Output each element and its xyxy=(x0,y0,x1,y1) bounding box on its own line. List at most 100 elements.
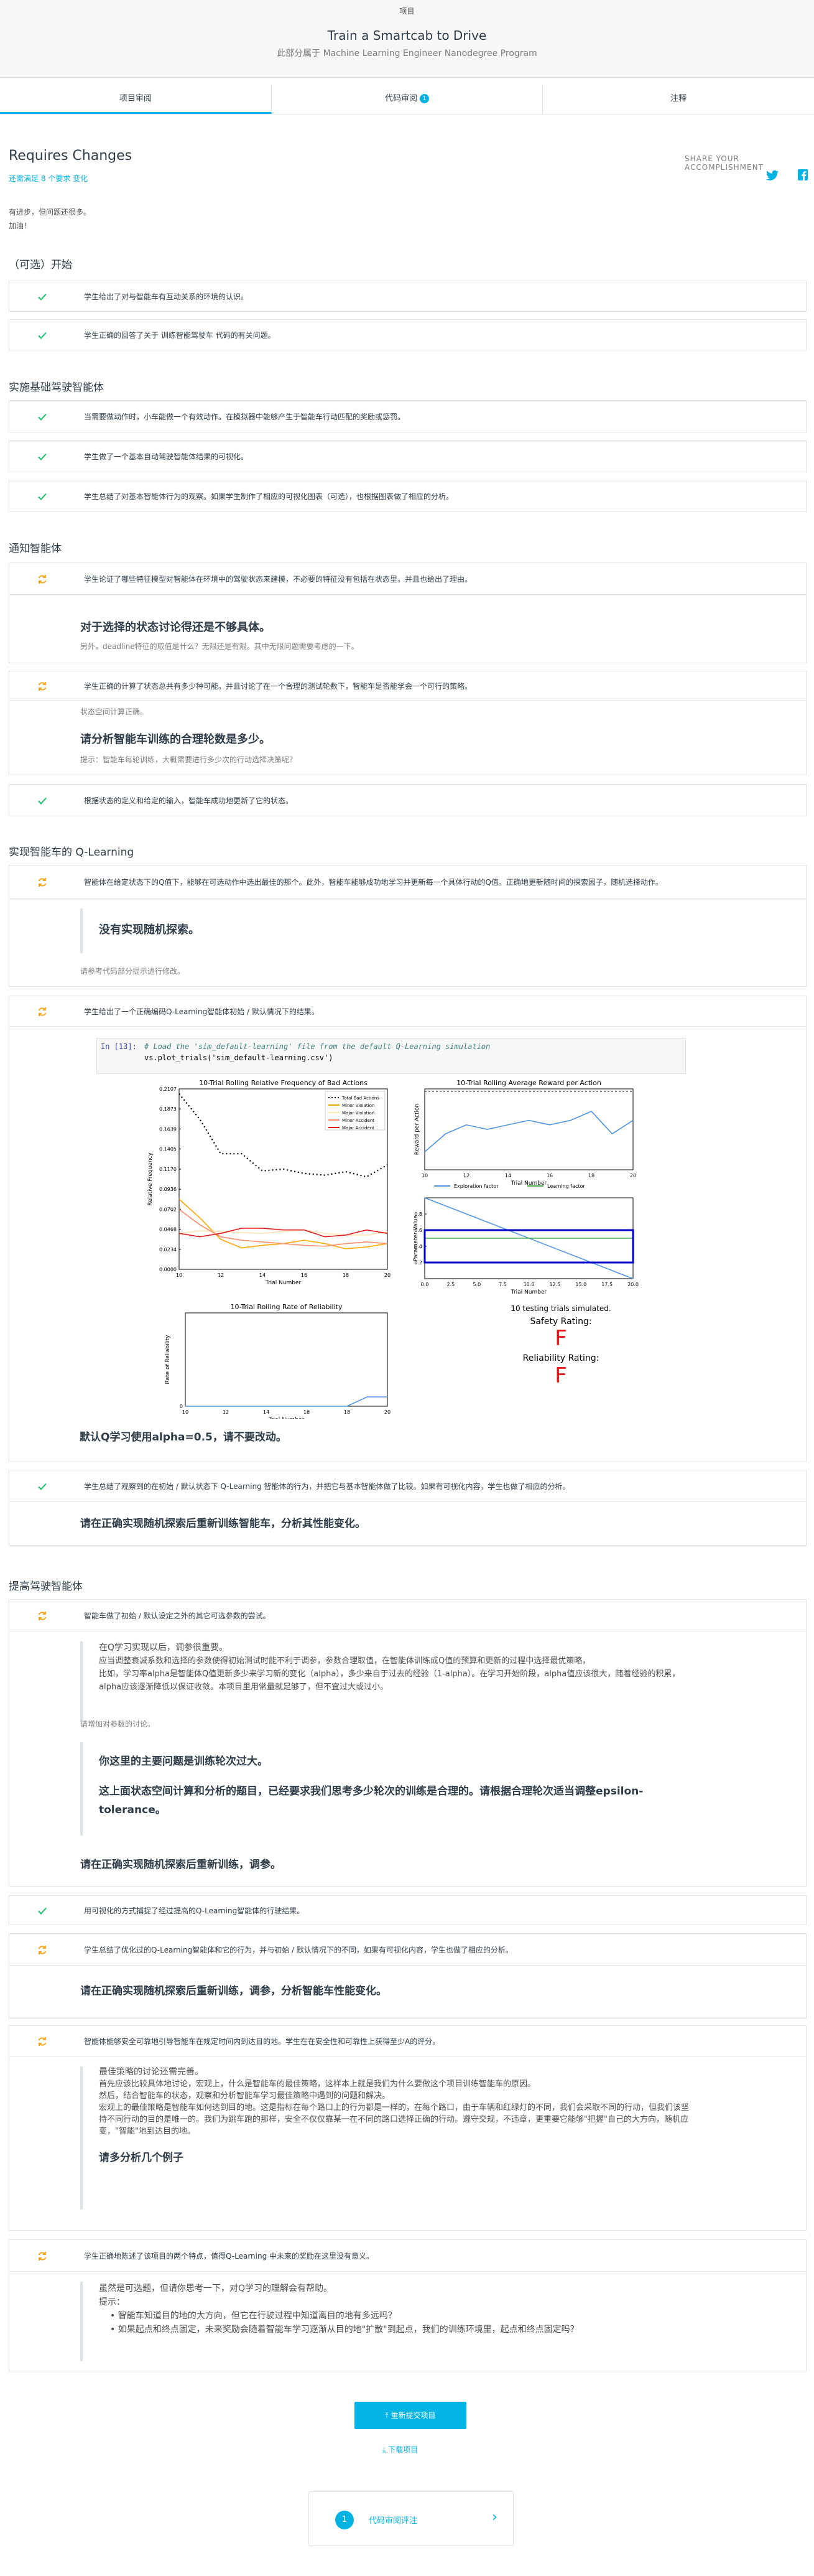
trials-simulated-text: 10 testing trials simulated. xyxy=(511,1304,611,1313)
x-tick-label: 7.5 xyxy=(499,1282,507,1287)
reviewer-comment: 状态空间计算正确。 请分析智能车训练的合理轮数是多少。 提示：智能车每轮训练，大… xyxy=(9,701,807,775)
y-tick-label: 0.1873 xyxy=(159,1106,177,1112)
tab-notes[interactable]: 注释 xyxy=(670,94,687,103)
page-title: Train a Smartcab to Drive xyxy=(327,28,487,43)
rubric-row[interactable]: 当需要做动作时，小车能做一个有效动作。在模拟器中能够产生于智能车行动匹配的奖励或… xyxy=(9,400,807,432)
x-tick-label: 18 xyxy=(344,1409,350,1415)
y-tick-label: 0.0702 xyxy=(159,1206,177,1212)
y-axis-label: Rate of Reliability xyxy=(165,1335,171,1384)
reviewer-comment xyxy=(9,1027,807,1462)
rubric-row[interactable]: 学生正确的计算了状态总共有多少种可能。并且讨论了在一个合理的测试轮数下，智能车是… xyxy=(9,671,807,701)
rubric-row[interactable]: 智能车做了初始 / 默认设定之外的其它可选参数的尝试。 xyxy=(9,1599,807,1631)
tab-code-review[interactable]: 代码审阅 1 xyxy=(272,85,543,114)
resubmit-project-button[interactable]: ⤒ 重新提交项目 xyxy=(354,2402,466,2429)
x-axis-label: Trial Number xyxy=(511,1180,547,1187)
chart-title: 10-Trial Rolling Relative Frequency of B… xyxy=(199,1079,368,1087)
y-tick-label: 0.0234 xyxy=(159,1247,177,1253)
twitter-icon[interactable] xyxy=(766,170,779,181)
refresh-icon xyxy=(38,682,47,691)
x-tick-label: 16 xyxy=(301,1272,307,1278)
x-tick-label: 20 xyxy=(384,1272,391,1278)
section-title: 提高驾驶智能体 xyxy=(9,1580,83,1593)
legend-label: Minor Accident xyxy=(342,1118,374,1123)
safety-rating-label: Safety Rating: xyxy=(530,1317,591,1327)
y-axis-label: Reward per Action xyxy=(414,1104,420,1155)
upload-icon: ⤒ xyxy=(385,2411,391,2420)
refresh-icon xyxy=(38,1007,47,1016)
check-icon xyxy=(38,493,47,500)
review-status: Requires Changes xyxy=(9,148,132,164)
legend-label: Major Accident xyxy=(342,1126,374,1131)
breadcrumb[interactable]: 项目 xyxy=(399,7,415,16)
y-tick-label: 0.1405 xyxy=(159,1147,177,1152)
x-tick-label: 18 xyxy=(343,1272,349,1278)
y-tick-label: 0.1639 xyxy=(159,1126,177,1132)
x-tick-label: 10 xyxy=(422,1173,428,1178)
x-tick-label: 10 xyxy=(176,1272,182,1278)
x-tick-label: 20 xyxy=(384,1409,391,1415)
highlight-box xyxy=(423,1229,634,1264)
facebook-icon[interactable] xyxy=(798,169,808,180)
tab-project-review[interactable]: 项目审阅 xyxy=(0,85,272,114)
hint-item: • 如果起点和终点固定，未来奖励会随着智能车学习逐渐从目的地"扩散"到起点，我们… xyxy=(110,2325,579,2335)
y-tick-label: 0.4 xyxy=(414,1244,422,1249)
legend-label: Exploration factor xyxy=(454,1183,499,1189)
refresh-icon xyxy=(38,1946,47,1954)
reviewer-comment: 请在正确实现随机探索后重新训练，调参，分析智能车性能变化。 xyxy=(9,1966,807,2019)
check-icon xyxy=(38,1907,47,1915)
x-tick-label: 12 xyxy=(223,1409,229,1415)
x-tick-label: 14 xyxy=(263,1409,269,1415)
y-axis-label: Parameter Value xyxy=(413,1215,419,1261)
x-axis-label: Trial Number xyxy=(268,1417,305,1419)
x-tick-label: 10 xyxy=(182,1409,188,1415)
x-tick-label: 15.0 xyxy=(575,1282,586,1287)
rubric-row[interactable]: 用可视化的方式捕捉了经过提高的Q-Learning智能体的行驶结果。 xyxy=(9,1895,807,1925)
x-tick-label: 14 xyxy=(259,1272,266,1278)
x-tick-label: 18 xyxy=(588,1173,594,1178)
x-tick-label: 12.5 xyxy=(549,1282,560,1287)
x-tick-label: 16 xyxy=(547,1173,553,1178)
rubric-row[interactable]: 学生总结了观察到的在初始 / 默认状态下 Q-Learning 智能体的行为，并… xyxy=(9,1470,807,1502)
rubric-row[interactable]: 智能体在给定状态下的Q值下，能够在可选动作中选出最佳的那个。此外，智能车能够成功… xyxy=(9,865,807,898)
rubric-row[interactable]: 学生总结了优化过的Q-Learning智能体和它的行为，并与初始 / 默认情况下… xyxy=(9,1933,807,1966)
y-tick-label: 0.0468 xyxy=(159,1227,177,1233)
blockquote: 没有实现随机探索。 xyxy=(80,908,200,953)
rubric-row[interactable]: 学生论证了哪些特征模型对智能体在环境中的驾驶状态来建模，不必要的特征没有包括在状… xyxy=(9,562,807,595)
review-tabs: 项目审阅 代码审阅 1 注释 xyxy=(0,85,814,114)
download-icon: ⤓ xyxy=(382,2445,389,2454)
plot-area xyxy=(424,1088,634,1170)
check-icon xyxy=(38,797,47,805)
x-tick-label: 14 xyxy=(505,1173,511,1178)
rubric-row[interactable]: 学生总结了对基本智能体行为的观察。如果学生制作了相应的可视化图表（可选），也根据… xyxy=(9,480,807,512)
count-badge: 1 xyxy=(420,94,430,103)
chart-title: 10-Trial Rolling Average Reward per Acti… xyxy=(456,1079,601,1087)
series-line xyxy=(178,1209,388,1247)
page-subtitle: 此部分属于 Machine Learning Engineer Nanodegr… xyxy=(277,49,537,58)
next-code-review-card[interactable]: 1 代码审阅评注 › xyxy=(308,2491,514,2546)
blockquote: 你这里的主要问题是训练轮次过大。 这上面状态空间计算和分析的题目，已经要求我们思… xyxy=(80,1742,690,1836)
download-project-link[interactable]: ⤓ 下载项目 xyxy=(382,2445,419,2454)
check-icon xyxy=(38,1483,47,1490)
reviewer-comment: 对于选择的状态讨论得还是不够具体。 另外，deadline特征的取值是什么？无限… xyxy=(9,595,807,663)
x-tick-label: 12 xyxy=(463,1173,469,1178)
meets-specifications-link[interactable]: 还需满足 8 个要求 变化 xyxy=(9,174,88,183)
legend-label: Total Bad Actions xyxy=(341,1096,379,1101)
rubric-row[interactable]: 学生正确地陈述了该项目的两个特点，值得Q-Learning 中未来的奖励在这里没… xyxy=(9,2239,807,2272)
rubric-row[interactable]: 根据状态的定义和给定的输入，智能车成功地更新了它的状态。 xyxy=(9,784,807,816)
rubric-row[interactable]: 学生给出了对与智能车有互动关系的环境的认识。 xyxy=(9,281,807,312)
series-line xyxy=(424,1111,634,1152)
reviewer-comment: 虽然是可选题，但请你思考一下，对Q学习的理解会有帮助。 提示： • 智能车知道目… xyxy=(9,2272,807,2371)
share-label: SHARE YOUR ACCOMPLISHMENT xyxy=(685,154,764,172)
legend-label: Learning factor xyxy=(547,1183,585,1189)
section-title: （可选）开始 xyxy=(9,259,72,271)
rubric-row[interactable]: 智能体能够安全可靠地引导智能车在规定时间内到达目的地。学生在在安全性和可靠性上获… xyxy=(9,2025,807,2056)
comment-heading: 默认Q学习使用alpha=0.5，请不要改动。 xyxy=(80,1431,287,1444)
check-icon xyxy=(38,413,47,421)
y-axis-label: Relative Frequency xyxy=(147,1152,154,1206)
rubric-row[interactable]: 学生正确的回答了关于 训练智能驾驶车 代码的有关问题。 xyxy=(9,319,807,350)
rubric-row[interactable]: 学生给出了一个正确编码Q-Learning智能体初始 / 默认情况下的结果。 xyxy=(9,996,807,1027)
blockquote: 最佳策略的讨论还需完善。 首先应该比较具体地讨论，宏观上，什么是智能车的最佳策略… xyxy=(80,2066,690,2210)
safety-rating-value: F xyxy=(555,1326,567,1351)
rubric-row[interactable]: 学生做了一个基本自动驾驶智能体结果的可视化。 xyxy=(9,440,807,472)
series-line xyxy=(178,1093,388,1178)
